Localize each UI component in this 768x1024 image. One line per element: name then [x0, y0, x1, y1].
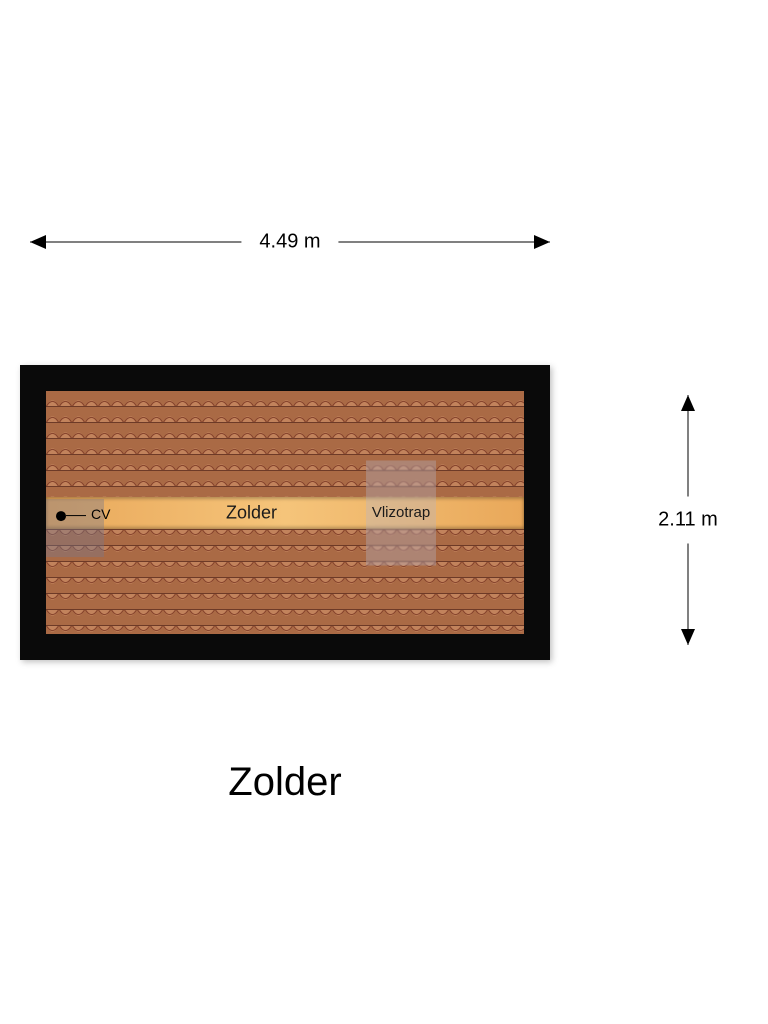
floorplan-container: 4.49 m 2.11 m Zolder Vlizotrap CV Zolder — [0, 0, 768, 1024]
cv-leader-line — [66, 515, 86, 516]
dimension-width-arrow-right-icon — [534, 235, 550, 249]
dimension-height-arrow-up-icon — [681, 395, 695, 411]
vlizotrap-label: Vlizotrap — [372, 504, 430, 521]
plan-interior: Zolder Vlizotrap CV — [46, 391, 524, 634]
plan-outline: Zolder Vlizotrap CV — [20, 365, 550, 660]
dimension-width-label: 4.49 m — [241, 231, 338, 254]
floor-strip — [46, 497, 524, 529]
page-title: Zolder — [0, 760, 570, 805]
dimension-height: 2.11 m — [678, 395, 698, 645]
dimension-height-label: 2.11 m — [658, 497, 718, 544]
cv-label: CV — [91, 506, 110, 522]
dimension-width: 4.49 m — [30, 232, 550, 252]
roof-tiles-top — [46, 391, 524, 513]
cv-marker-icon — [56, 511, 66, 521]
dimension-width-arrow-left-icon — [30, 235, 46, 249]
dimension-height-arrow-down-icon — [681, 629, 695, 645]
roof-tiles-bottom — [46, 513, 524, 635]
cv-unit: CV — [46, 499, 104, 557]
vlizotrap-hatch: Vlizotrap — [366, 460, 436, 565]
room-label: Zolder — [226, 502, 277, 523]
